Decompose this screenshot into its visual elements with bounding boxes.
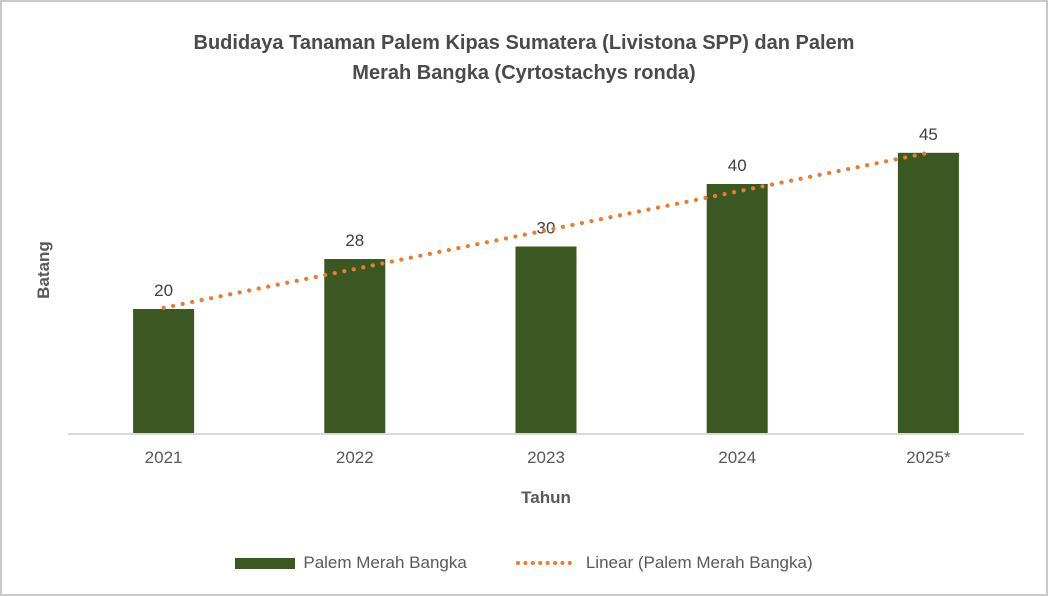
legend-label-trendline: Linear (Palem Merah Bangka): [585, 553, 813, 572]
trendline: [161, 150, 931, 310]
data-label-2024: 40: [728, 156, 747, 175]
bar-2022: [324, 259, 386, 434]
legend-item-trendline: Linear (Palem Merah Bangka): [514, 553, 813, 573]
x-tick-2025*: 2025*: [906, 448, 951, 467]
legend-label-series: Palem Merah Bangka: [303, 553, 467, 572]
x-axis-title: Tahun: [521, 488, 571, 507]
chart-title: Budidaya Tanaman Palem Kipas Sumatera (L…: [2, 28, 1046, 88]
legend: Palem Merah Bangka Linear (Palem Merah B…: [2, 550, 1046, 576]
data-label-2021: 20: [154, 281, 173, 300]
bar-2025*: [897, 152, 959, 435]
dotted-line-icon: [515, 561, 576, 565]
bar-2023: [515, 246, 577, 434]
x-axis-labels: 2021 2022 2023 2024 2025*: [68, 448, 1024, 470]
bar-2021: [133, 309, 195, 434]
data-label-2023: 30: [537, 219, 556, 238]
data-label-2025*: 45: [919, 125, 938, 144]
y-axis-title: Batang: [34, 241, 53, 299]
data-label-2022: 28: [345, 231, 364, 250]
bar-2024: [706, 184, 768, 434]
x-tick-2022: 2022: [335, 448, 374, 467]
chart-title-line-2: Merah Bangka (Cyrtostachys ronda): [352, 62, 696, 84]
x-tick-2023: 2023: [527, 448, 565, 467]
legend-item-series: Palem Merah Bangka: [235, 553, 467, 573]
x-tick-2021: 2021: [144, 448, 183, 467]
bar-swatch-icon: [235, 557, 296, 569]
chart-title-line-1: Budidaya Tanaman Palem Kipas Sumatera (L…: [193, 32, 855, 54]
x-tick-2024: 2024: [718, 448, 757, 467]
plot-area: 20 28 30 40 45: [68, 125, 1024, 435]
